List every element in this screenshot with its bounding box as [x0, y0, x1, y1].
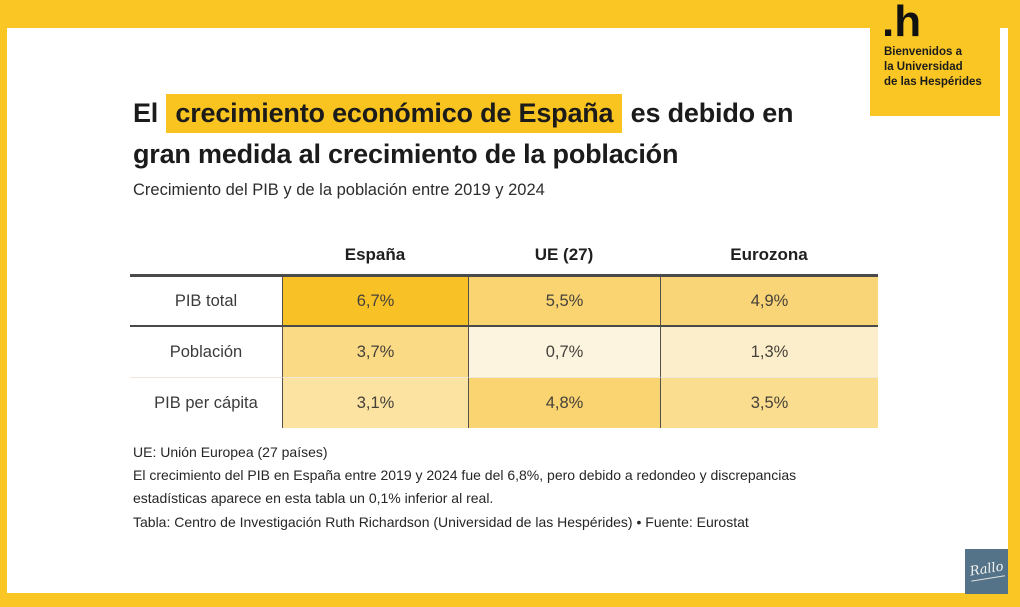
title-line-2: gran medida al crecimiento de la poblaci…: [133, 139, 679, 169]
cell-pib-capita-ue: 4,8%: [468, 378, 660, 428]
table-row-poblacion: Población 3,7% 0,7% 1,3%: [130, 327, 878, 378]
row-label: Población: [130, 327, 282, 378]
badge-welcome-text: Bienvenidos a la Universidad de las Hesp…: [870, 45, 1000, 90]
footnotes: UE: Unión Europea (27 países) El crecimi…: [133, 441, 923, 510]
badge-line-2: la Universidad: [884, 61, 963, 73]
cell-pib-capita-espana: 3,1%: [282, 378, 468, 428]
cell-poblacion-espana: 3,7%: [282, 327, 468, 378]
rallo-signature-icon: Rallo: [968, 559, 1005, 582]
table-body: PIB total 6,7% 5,5% 4,9% Población 3,7% …: [130, 274, 878, 428]
footnote-rounding-1: El crecimiento del PIB en España entre 2…: [133, 467, 797, 483]
header-ue27: UE (27): [534, 245, 594, 264]
source-credit: Tabla: Centro de Investigación Ruth Rich…: [133, 514, 749, 530]
badge-line-1: Bienvenidos a: [884, 46, 962, 58]
growth-table: España UE (27) Eurozona PIB total 6,7% 5…: [130, 236, 878, 428]
title-highlight: crecimiento económico de España: [166, 94, 623, 133]
title-prefix: El: [133, 98, 166, 128]
footnote-ue: UE: Unión Europea (27 países): [133, 444, 328, 460]
table-row-pib-total: PIB total 6,7% 5,5% 4,9%: [130, 277, 878, 327]
frame-top-bar: [0, 0, 1020, 28]
cell-poblacion-ue: 0,7%: [468, 327, 660, 378]
cell-pib-capita-eurozona: 3,5%: [660, 378, 878, 428]
badge-line-3: de las Hespérides: [884, 76, 982, 88]
header-empty: [130, 236, 282, 274]
cell-pib-total-ue: 5,5%: [468, 277, 660, 327]
rallo-watermark: Rallo: [965, 549, 1008, 594]
frame-right-bar: [1008, 0, 1020, 607]
header-espana: España: [344, 245, 406, 264]
row-label: PIB total: [130, 277, 282, 327]
table-header-row: España UE (27) Eurozona: [130, 236, 878, 274]
header-eurozona: Eurozona: [730, 245, 808, 264]
cell-pib-total-espana: 6,7%: [282, 277, 468, 327]
frame-left-bar: [0, 0, 7, 607]
table-row-pib-per-capita: PIB per cápita 3,1% 4,8% 3,5%: [130, 378, 878, 428]
hesperides-logo-icon: .h: [882, 0, 922, 46]
university-badge: .h Bienvenidos a la Universidad de las H…: [870, 0, 1000, 116]
chart-subtitle: Crecimiento del PIB y de la población en…: [133, 181, 545, 199]
frame-bottom-bar: [0, 593, 1020, 607]
page-title: El crecimiento económico de España es de…: [133, 93, 893, 175]
title-suffix: es debido en: [623, 98, 794, 128]
cell-poblacion-eurozona: 1,3%: [660, 327, 878, 378]
row-label: PIB per cápita: [130, 378, 282, 428]
footnote-rounding-2: estadísticas aparece en esta tabla un 0,…: [133, 490, 494, 506]
cell-pib-total-eurozona: 4,9%: [660, 277, 878, 327]
